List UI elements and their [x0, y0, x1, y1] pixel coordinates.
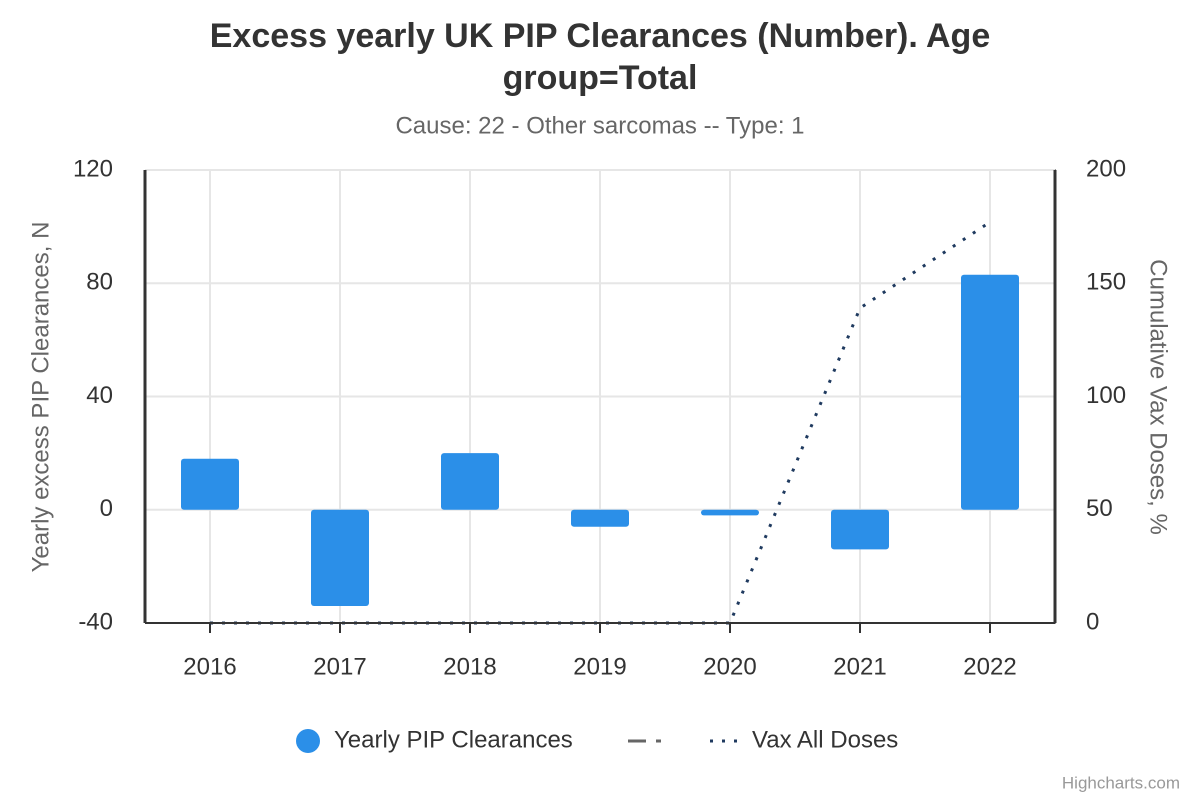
x-tick-label: 2018 [443, 653, 496, 680]
legend-label: Yearly PIP Clearances [334, 726, 573, 753]
chart-subtitle: Cause: 22 - Other sarcomas -- Type: 1 [395, 112, 804, 139]
y-tick-label: 40 [86, 382, 113, 409]
y2-tick-label: 100 [1086, 382, 1126, 409]
bar [831, 509, 889, 550]
bar [181, 458, 239, 510]
y-axis-label: Yearly excess PIP Clearances, N [27, 222, 54, 573]
title-line: group=Total [503, 59, 698, 97]
y2-tick-label: 50 [1086, 495, 1113, 522]
chart-title: Excess yearly UK PIP Clearances (Number)… [210, 17, 991, 97]
y2-tick-label: 200 [1086, 155, 1126, 182]
bar [961, 274, 1019, 510]
x-tick-label: 2020 [703, 653, 756, 680]
bar [701, 509, 759, 516]
x-tick-label: 2016 [183, 653, 236, 680]
credits: Highcharts.com [1062, 773, 1180, 792]
legend-symbol [296, 729, 320, 753]
y2-tick-label: 0 [1086, 608, 1099, 635]
x-tick-label: 2017 [313, 653, 366, 680]
y-tick-label: 80 [86, 269, 113, 296]
title-line: Excess yearly UK PIP Clearances (Number)… [210, 17, 991, 55]
x-tick-label: 2022 [963, 653, 1016, 680]
bar [571, 509, 629, 527]
x-tick-label: 2019 [573, 653, 626, 680]
bar [311, 509, 369, 607]
y-tick-label: 0 [100, 495, 113, 522]
y-tick-label: -40 [78, 608, 113, 635]
x-tick-label: 2021 [833, 653, 886, 680]
y2-tick-label: 150 [1086, 269, 1126, 296]
y-tick-label: 120 [73, 155, 113, 182]
y2-axis-label: Cumulative Vax Doses, % [1145, 259, 1172, 535]
legend-label: Vax All Doses [752, 726, 898, 753]
bar [441, 453, 499, 510]
